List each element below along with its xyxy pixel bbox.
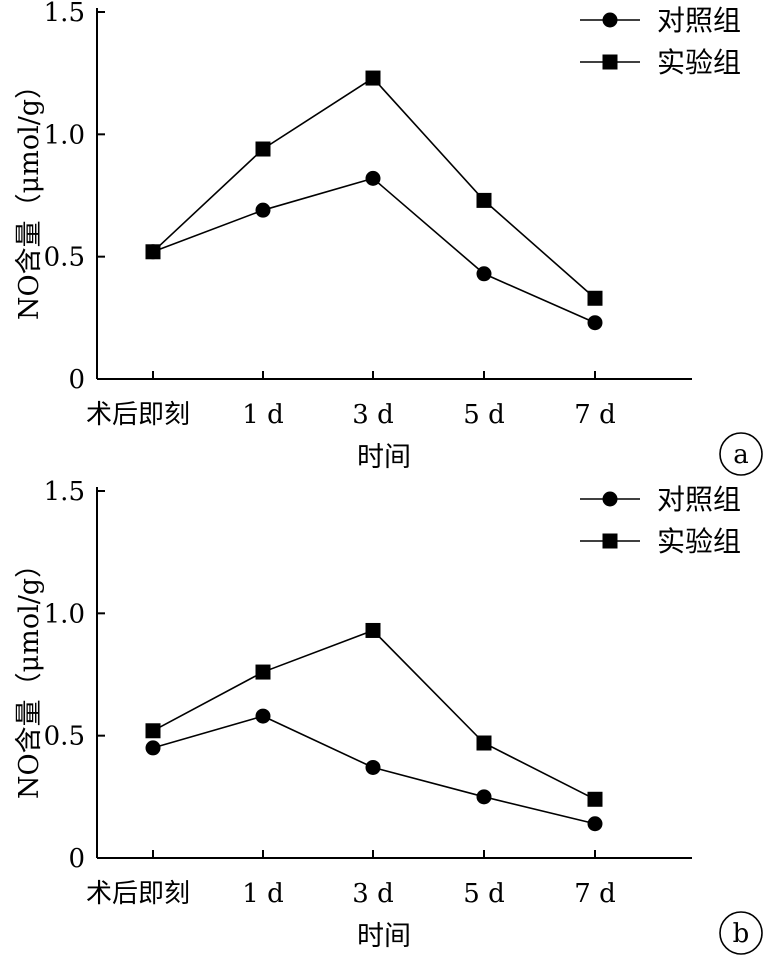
data-point-circle: [365, 759, 381, 775]
y-axis-label: NO含量（μmol/g）: [14, 72, 45, 320]
y-tick-label: 1.5: [44, 479, 85, 507]
data-point-circle: [145, 740, 161, 756]
x-axis-label: 时间: [357, 442, 411, 473]
data-point-circle: [476, 266, 492, 282]
legend-label: 对照组: [657, 483, 741, 516]
data-point-square: [476, 192, 492, 208]
legend-marker-circle: [602, 12, 618, 28]
y-tick-label: 0.5: [44, 722, 85, 752]
y-tick-label: 0.5: [44, 243, 85, 273]
panel-label-circle: [719, 911, 763, 955]
x-tick-label: 3 d: [352, 879, 393, 909]
y-tick-label: 1.5: [44, 0, 85, 28]
legend-marker-square: [602, 533, 618, 549]
x-tick-label: 5 d: [463, 400, 504, 430]
x-tick-label: 3 d: [352, 400, 393, 430]
data-point-square: [587, 290, 603, 306]
data-point-square: [587, 791, 603, 807]
y-axis-label: NO含量（μmol/g）: [14, 551, 45, 799]
x-tick-label: 5 d: [463, 879, 504, 909]
y-tick-label: 0: [68, 844, 85, 874]
data-point-square: [365, 70, 381, 86]
legend-marker-circle: [602, 491, 618, 507]
series-line-control: [152, 177, 596, 324]
legend-label: 实验组: [657, 525, 741, 558]
legend-label: 实验组: [657, 46, 741, 79]
data-point-square: [476, 735, 492, 751]
legend-marker-square: [602, 54, 618, 70]
x-tick-label: 7 d: [574, 879, 615, 909]
x-tick-label: 1 d: [242, 400, 283, 430]
x-tick-label: 术后即刻: [86, 400, 190, 430]
panel-label: b: [733, 919, 750, 949]
data-point-square: [255, 664, 271, 680]
data-point-square: [145, 244, 161, 260]
data-point-circle: [255, 202, 271, 218]
panel-label-circle: [719, 432, 763, 476]
chart-panel-b: 0 0.5 1.0 1.5 术后即刻 1 d 3 d 5 d 7 d 时间 NO含量（μmol/g）…: [0, 479, 766, 958]
panel-label: a: [733, 440, 749, 470]
data-point-square: [255, 141, 271, 157]
x-tick-label: 术后即刻: [86, 879, 190, 909]
x-axis-label: 时间: [357, 921, 411, 952]
data-point-circle: [255, 708, 271, 724]
data-point-circle: [476, 789, 492, 805]
data-point-circle: [587, 816, 603, 832]
x-tick-label: 1 d: [242, 879, 283, 909]
chart-panel-a: 0 0.5 1.0 1.5 术后即刻 1 d 3 d 5 d 7 d 时间 NO含量（μmol/g）…: [14, 0, 763, 476]
series-line-experimental: [152, 77, 596, 299]
y-tick-label: 1.0: [44, 599, 85, 629]
chart-a-svg: 0 0.5 1.0 1.5 术后即刻 1 d 3 d 5 d 7 d 时间 NO含量（μmol/g）…: [14, 0, 763, 476]
y-tick-label: 0: [68, 365, 85, 395]
chart-b-svg: 0 0.5 1.0 1.5 术后即刻 1 d 3 d 5 d 7 d 时间 NO含量（μmol/g）…: [14, 479, 763, 955]
data-point-circle: [587, 315, 603, 331]
x-tick-label: 7 d: [574, 400, 615, 430]
y-tick-label: 1.0: [44, 120, 85, 150]
legend-label: 对照组: [657, 4, 741, 37]
data-point-circle: [365, 170, 381, 186]
data-point-square: [145, 723, 161, 739]
data-point-square: [365, 622, 381, 638]
